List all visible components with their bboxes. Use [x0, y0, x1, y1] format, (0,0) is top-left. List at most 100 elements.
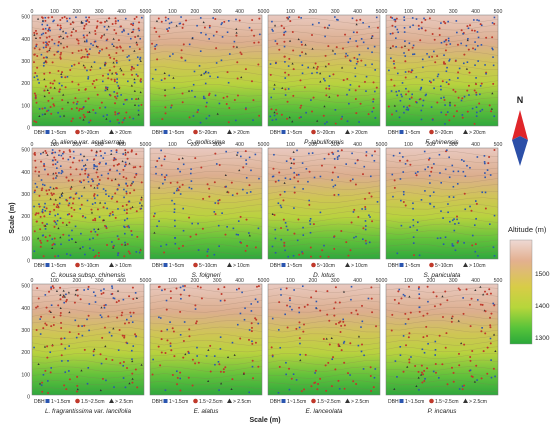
tree-marker-medium: [94, 219, 97, 222]
tree-marker-medium: [53, 79, 56, 82]
tree-marker-medium: [121, 311, 124, 314]
tree-marker-small: [117, 208, 119, 210]
tree-marker-small: [81, 22, 84, 24]
tree-marker-medium: [282, 199, 285, 202]
tree-marker-small: [285, 361, 287, 364]
tree-marker-small: [184, 59, 187, 62]
contour-line: [149, 320, 263, 326]
tree-marker-medium: [106, 38, 109, 41]
tree-marker-medium: [119, 25, 122, 28]
tree-marker-small: [358, 53, 361, 56]
tree-marker-medium: [345, 241, 348, 244]
tree-marker-small: [47, 380, 49, 382]
tree-marker-medium: [372, 81, 375, 84]
tree-marker-medium: [93, 158, 96, 161]
tree-marker-medium: [208, 187, 211, 190]
tree-marker-small: [448, 78, 451, 81]
contour-line: [267, 44, 381, 51]
tree-marker-medium: [113, 65, 116, 68]
tree-marker-large: [131, 360, 134, 363]
tree-marker-small: [43, 184, 46, 187]
tree-marker-small: [217, 224, 220, 227]
x-tick-label: 0: [267, 278, 270, 284]
tree-marker-medium: [134, 35, 137, 38]
tree-marker-small: [229, 53, 231, 55]
tree-marker-small: [279, 346, 282, 349]
tree-marker-large: [460, 342, 463, 345]
tree-marker-medium: [441, 316, 444, 319]
tree-marker-small: [406, 106, 409, 109]
tree-marker-small: [59, 28, 61, 31]
x-tick-label: 500: [140, 142, 149, 148]
tree-marker-small: [87, 288, 89, 291]
tree-marker-small: [346, 93, 348, 96]
tree-marker-small: [96, 187, 99, 189]
tree-marker-medium: [473, 89, 476, 92]
tree-marker-small: [40, 33, 43, 36]
tree-marker-small: [68, 370, 70, 372]
tree-marker-small: [412, 207, 414, 210]
tree-marker-medium: [127, 250, 130, 253]
tree-marker-medium: [77, 333, 80, 336]
tree-marker-small: [494, 375, 496, 378]
tree-marker-medium: [466, 110, 469, 113]
tree-marker-medium: [406, 159, 409, 162]
tree-marker-small: [331, 179, 333, 181]
tree-marker-medium: [442, 61, 445, 64]
tree-marker-medium: [45, 306, 48, 309]
tree-marker-small: [297, 173, 300, 176]
tree-marker-small: [61, 171, 64, 173]
tree-marker-medium: [60, 343, 63, 346]
tree-marker-small: [275, 118, 277, 121]
tree-marker-medium: [64, 76, 67, 79]
tree-marker-small: [84, 253, 86, 256]
tree-marker-small: [108, 331, 111, 334]
tree-marker-medium: [224, 233, 227, 236]
tree-marker-medium: [77, 89, 80, 92]
tree-marker-medium: [62, 157, 65, 160]
tree-marker-medium: [278, 48, 281, 51]
tree-marker-small: [132, 117, 135, 120]
tree-marker-large: [135, 296, 138, 299]
tree-marker-small: [444, 123, 446, 125]
tree-marker-medium: [325, 389, 328, 392]
contour-line: [31, 250, 145, 256]
tree-marker-small: [208, 114, 211, 117]
tree-marker-small: [104, 89, 107, 92]
tree-marker-small: [74, 319, 77, 322]
tree-marker-medium: [48, 91, 51, 94]
tree-marker-medium: [137, 27, 140, 30]
tree-marker-medium: [354, 183, 357, 186]
tree-marker-medium: [333, 166, 336, 169]
x-tick-label: 200: [426, 142, 435, 148]
tree-marker-large: [139, 91, 142, 94]
contour-line: [267, 373, 381, 379]
tree-marker-large: [153, 231, 156, 234]
tree-marker-medium: [244, 150, 247, 153]
tree-marker-medium: [114, 113, 117, 116]
legend-circle-icon: [75, 398, 80, 404]
tree-marker-medium: [95, 26, 98, 29]
tree-marker-small: [61, 360, 63, 362]
tree-marker-medium: [51, 344, 54, 347]
contour-line: [267, 84, 381, 90]
tree-marker-small: [190, 187, 193, 190]
tree-marker-small: [165, 19, 167, 22]
tree-marker-small: [239, 312, 242, 315]
tree-marker-medium: [112, 164, 115, 167]
contour-line: [31, 90, 145, 97]
legend-dbh-label: DBH: [34, 263, 45, 269]
tree-marker-medium: [408, 361, 411, 364]
tree-marker-small: [348, 89, 351, 91]
tree-marker-small: [104, 64, 106, 67]
tree-marker-small: [116, 62, 118, 64]
tree-marker-small: [129, 37, 132, 40]
tree-marker-medium: [41, 107, 44, 110]
tree-marker-small: [454, 249, 457, 252]
tree-marker-small: [446, 66, 448, 69]
contour-line: [149, 243, 263, 250]
tree-marker-small: [93, 228, 95, 231]
tree-marker-large: [207, 379, 210, 382]
tree-marker-small: [112, 213, 114, 216]
tree-marker-small: [284, 30, 287, 33]
